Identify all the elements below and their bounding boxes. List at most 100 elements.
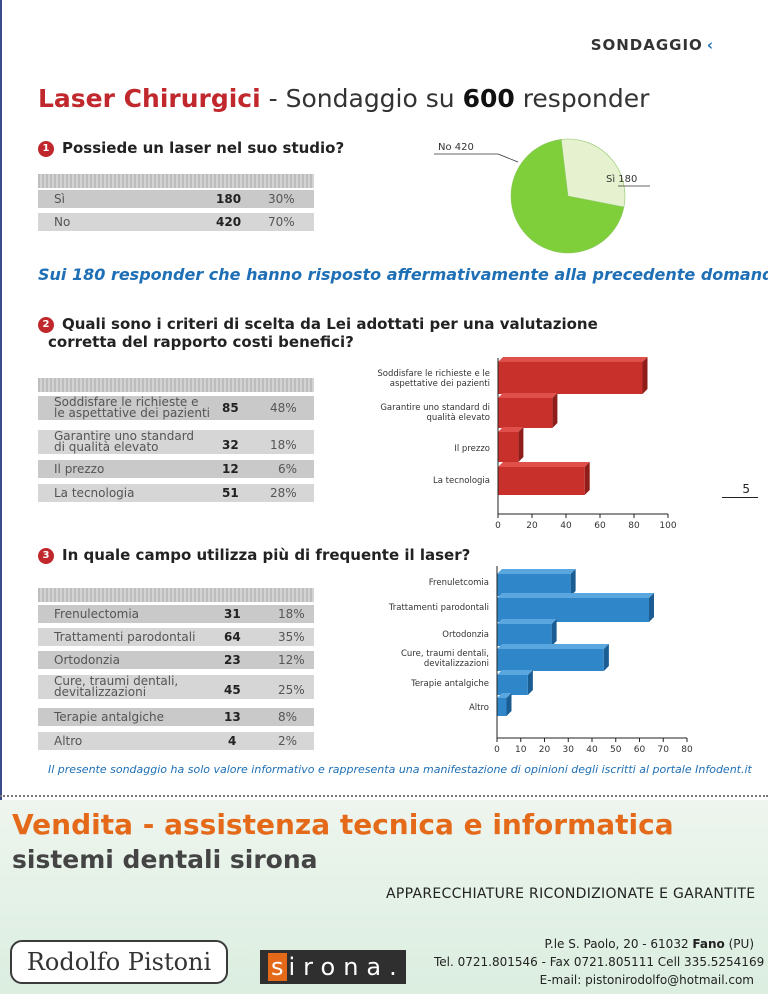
category-label: Il prezzo [454,444,490,454]
row-count: 23 [224,653,241,667]
row-count: 31 [224,607,241,621]
x-tick-label: 70 [658,745,670,755]
ad-address: P.le S. Paolo, 20 - 61032 Fano (PU) [544,937,754,951]
bar-top [498,357,648,362]
q2-number-badge: 2 [38,317,54,333]
x-tick-label: 60 [634,745,646,755]
row-label: Altro [54,734,83,748]
bar-top [498,393,558,398]
bar [498,362,643,394]
bar [497,649,604,671]
row-percent: 18% [270,438,297,452]
pie-slice [510,139,625,254]
table-header-stripe [38,378,314,392]
disclaimer: Il presente sondaggio ha solo valore inf… [48,763,752,776]
title-mid: - Sondaggio su [260,84,463,113]
category-label: qualità elevato [426,413,490,423]
row-count: 4 [228,734,237,748]
x-tick-label: 50 [610,745,622,755]
x-tick-label: 30 [563,745,575,755]
row-count: 51 [222,486,239,500]
bar-top [497,593,654,598]
table-row: Altro 4 2% [38,732,314,750]
row-percent: 8% [278,710,298,724]
bar [498,398,553,428]
title-end: responder [514,84,650,113]
bar-top [497,670,533,675]
chevron-left-icon: ‹ [706,36,714,54]
bar [498,432,519,462]
table-row: No 420 70% [38,213,314,231]
q3-heading: 3 In quale campo utilizza più di frequent… [38,545,470,564]
table-row: Ortodonzia 23 12% [38,651,314,669]
x-tick-label: 10 [515,745,527,755]
row-label: Cure, traumi dentali, devitalizzazioni [54,674,179,699]
bar-top [497,644,609,649]
x-tick-label: 20 [526,521,538,531]
row-percent: 35% [278,630,305,644]
category-label: devitalizzazioni [424,659,489,669]
bar-top [497,619,557,624]
ad-email: E-mail: pistonirodolfo@hotmail.com [539,973,754,987]
x-tick-label: 100 [659,521,676,531]
bar-side [518,427,524,462]
row-label: Soddisfare le richieste e le aspettative … [54,395,211,420]
row-count: 13 [224,710,241,724]
q1-question: Possiede un laser nel suo studio? [62,139,345,157]
bar-side [552,393,558,428]
q2-question-line2: corretta del rapporto costi benefici? [48,333,354,351]
row-label: Il prezzo [54,462,105,476]
category-label: La tecnologia [433,476,490,486]
title-count: 600 [462,84,515,113]
row-percent: 25% [278,683,305,697]
dotted-divider [0,795,768,797]
q3-question: In quale campo utilizza più di frequente… [62,546,471,564]
category-label: Cure, traumi dentali, [401,649,489,659]
row-count: 45 [224,683,241,697]
row-percent: 28% [270,486,297,500]
table-row: Garantire uno standard di qualità elevato… [38,430,314,454]
ad-phones: Tel. 0721.801546 - Fax 0721.805111 Cell … [434,955,765,969]
page-title: Laser Chirurgici - Sondaggio su 600 resp… [38,84,649,113]
q2-heading: 2 Quali sono i criteri di scelta da Lei a… [38,314,598,333]
q2-question-line1: Quali sono i criteri di scelta da Lei ad… [62,315,598,333]
category-label: Trattamenti parodontali [388,603,489,613]
row-count: 12 [222,462,239,476]
category-label: Terapie antalgiche [410,679,489,689]
row-count: 420 [216,215,242,229]
row-count: 180 [216,192,242,206]
table-row: Trattamenti parodontali 64 35% [38,628,314,646]
q3-number-badge: 3 [38,548,54,564]
bar-side [584,462,590,495]
q1-pie-chart: No 420 Sì 180 [434,138,650,254]
section-kicker: SONDAGGIO ‹ [591,36,714,54]
x-tick-label: 60 [594,521,606,531]
rodolfo-pistoni-logo: Rodolfo Pistoni [10,940,228,984]
row-percent: 6% [278,462,298,476]
x-tick-label: 40 [560,521,572,531]
table-row: La tecnologia 51 28% [38,484,314,502]
title-topic: Laser Chirurgici [38,84,261,113]
row-percent: 18% [278,607,305,621]
bar-top [497,569,576,574]
row-count: 32 [222,438,239,452]
bar-side [570,569,576,596]
q2-bar-chart: Soddisfare le richieste e leaspettative … [377,357,677,531]
pie-label: No 420 [438,142,474,153]
x-tick-label: 0 [494,745,500,755]
category-label: Frenuletcomia [429,578,489,588]
q1-number-badge: 1 [38,141,54,157]
q3-bar-chart: Frenuletcomia Trattamenti parodontali Orto… [388,566,693,755]
category-label: Soddisfare le richieste e le [377,369,490,379]
category-label: Ortodonzia [442,630,489,640]
x-tick-label: 20 [539,745,551,755]
table-header-stripe [38,588,314,602]
table-row: Sì 180 30% [38,190,314,208]
ad-headline: Vendita - assistenza tecnica e informati… [12,808,674,841]
x-tick-label: 40 [586,745,598,755]
table-header-stripe [38,174,314,188]
section-label: SONDAGGIO [590,36,703,54]
bar [497,624,552,646]
bar-top [498,462,590,467]
row-label: Frenulectomia [54,607,140,621]
